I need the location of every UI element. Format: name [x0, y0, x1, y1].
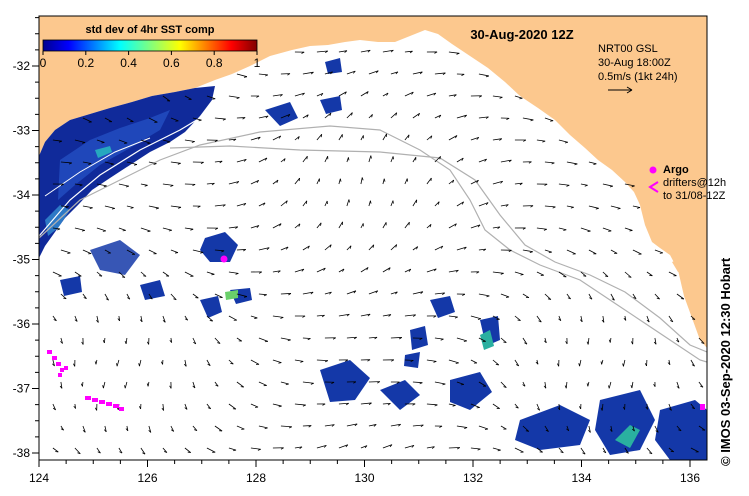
scale-arrow-icon — [608, 86, 633, 94]
x-tick-label: 126 — [137, 471, 157, 485]
model-label: NRT00 GSL — [598, 43, 658, 55]
colorbar-label: std dev of 4hr SST comp — [86, 24, 215, 36]
map-frame — [38, 15, 708, 461]
colorbar-gradient — [42, 39, 258, 52]
x-tick-label: 132 — [463, 471, 483, 485]
colorbar-tick-label: 0.8 — [206, 56, 223, 70]
drifters-label: drifters@12h — [663, 177, 726, 189]
x-tick-label: 124 — [29, 471, 49, 485]
x-tick-label: 136 — [680, 471, 700, 485]
y-tick-label: -33 — [13, 124, 31, 138]
drifter-tracks — [47, 255, 705, 411]
x-tick-label: 134 — [571, 471, 591, 485]
colorbar-tick-label: 0.6 — [163, 56, 180, 70]
y-tick-label: -37 — [13, 382, 31, 396]
x-tick-label: 130 — [354, 471, 374, 485]
colorbar-tick-label: 0.2 — [77, 56, 94, 70]
colorbar-tick-label: 0.4 — [120, 56, 137, 70]
current-info: NRT00 GSL 30-Aug 18:00Z 0.5m/s (1kt 24h) — [598, 43, 677, 94]
drifter-marker-icon — [648, 181, 659, 193]
credit-text: © IMOS 03-Sep-2020 12:30 Hobart — [718, 257, 733, 466]
arrow-scale-label: 0.5m/s (1kt 24h) — [598, 71, 677, 83]
sst-scattered-patches — [60, 58, 707, 460]
colorbar-tick-label: 1 — [254, 56, 261, 70]
model-time: 30-Aug 18:00Z — [598, 57, 671, 69]
colorbar-tick-label: 0 — [40, 56, 47, 70]
y-tick-label: -34 — [13, 188, 31, 202]
eez-boundary-line — [39, 125, 707, 363]
current-arrows — [52, 49, 706, 455]
argo-marker-icon — [649, 166, 657, 174]
sst-coastal-patch — [39, 86, 215, 258]
y-tick-label: -38 — [13, 446, 31, 460]
argo-label: Argo — [663, 164, 689, 176]
drifters-time-label: to 31/08-12Z — [663, 190, 726, 202]
colorbar: std dev of 4hr SST comp 0 0.2 0.4 0.6 0.8 1 — [40, 24, 261, 70]
y-tick-label: -35 — [13, 253, 31, 267]
x-tick-label: 128 — [246, 471, 266, 485]
land-australia — [39, 16, 707, 348]
y-tick-label: -32 — [13, 59, 31, 73]
map-axes: 124 126 128 130 132 134 136 -32 -33 -34 -35 -36 -37 -… — [13, 17, 700, 485]
kangaroo-island — [672, 258, 698, 274]
shelf-contour-line — [169, 145, 707, 353]
marker-legend: Argo drifters@12h to 31/08-12Z — [648, 164, 726, 202]
y-tick-label: -36 — [13, 317, 31, 331]
map-title: 30-Aug-2020 12Z — [470, 27, 573, 42]
